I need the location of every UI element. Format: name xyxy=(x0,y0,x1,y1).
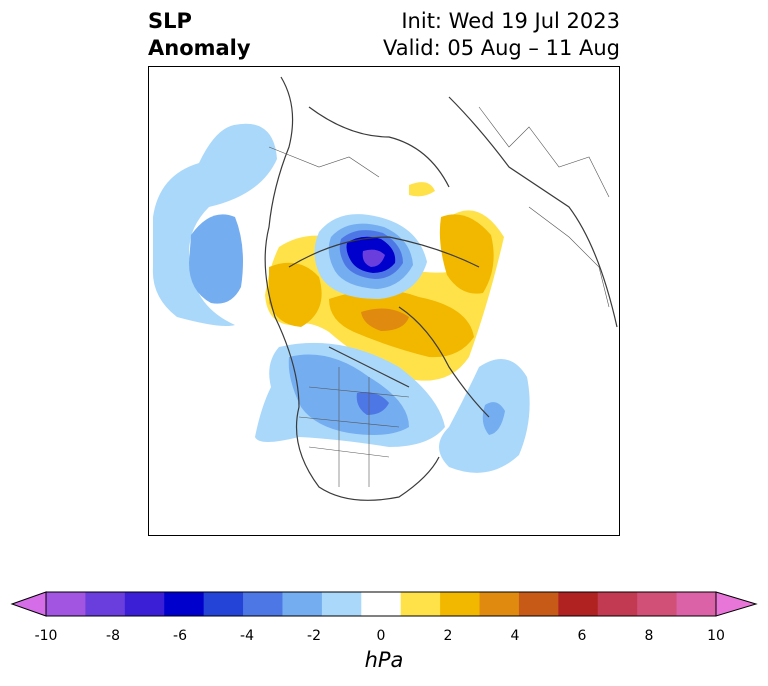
valid-range: Valid: 05 Aug – 11 Aug xyxy=(382,36,620,60)
map-panel xyxy=(148,66,620,536)
colorbar-segment xyxy=(282,592,323,616)
colorbar-tick-label: -2 xyxy=(307,628,321,644)
colorbar-tick-label: 2 xyxy=(443,628,453,644)
pacific-low-anomaly xyxy=(152,123,277,326)
colorbar-tick-label: 10 xyxy=(707,628,725,644)
title-right: Init: Wed 19 Jul 2023 Valid: 05 Aug – 11… xyxy=(383,8,620,62)
colorbar-extend-high xyxy=(715,591,758,617)
title-type: Anomaly xyxy=(148,36,251,60)
colorbar-segment xyxy=(46,592,86,616)
colorbar-segment xyxy=(597,592,638,616)
arctic-low-anomaly xyxy=(314,214,427,299)
country-borders xyxy=(268,106,610,487)
colorbar-segment xyxy=(400,592,441,616)
colorbar-segment xyxy=(85,592,126,616)
colorbar-tick-label: -8 xyxy=(106,628,120,644)
colorbar-unit: hPa xyxy=(364,648,404,672)
colorbar-outline xyxy=(45,591,717,617)
colorbar-tick-label: 4 xyxy=(510,628,520,644)
colorbar-segment xyxy=(637,592,678,616)
colorbar-segment xyxy=(243,592,283,616)
north-america-low-anomaly xyxy=(255,342,445,447)
colorbar-tick-label: 6 xyxy=(577,628,587,644)
colorbar-extend-low xyxy=(10,591,47,617)
title-variable: SLP xyxy=(148,9,192,33)
title-left: SLP Anomaly xyxy=(148,8,251,62)
colorbar-segment xyxy=(321,592,362,616)
colorbar-segment xyxy=(440,592,481,616)
colorbar-segment xyxy=(124,592,165,616)
init-date: Init: Wed 19 Jul 2023 xyxy=(401,9,620,33)
colorbar-tick-label: 0 xyxy=(376,628,386,644)
colorbar-segment xyxy=(361,592,402,616)
colorbar xyxy=(10,591,758,617)
colorbar-segment xyxy=(164,592,205,616)
colorbar-segment xyxy=(479,592,520,616)
colorbar-segment xyxy=(518,592,559,616)
colorbar-tick-label: -4 xyxy=(240,628,254,644)
colorbar-segment xyxy=(676,592,717,616)
coastlines xyxy=(264,76,618,501)
colorbar-tick-label: -6 xyxy=(173,628,187,644)
colorbar-segment xyxy=(203,592,244,616)
anomaly-map xyxy=(152,76,618,501)
colorbar-segments xyxy=(10,591,758,617)
colorbar-segment xyxy=(558,592,599,616)
atlantic-low-anomaly xyxy=(439,359,530,473)
colorbar-tick-label: 8 xyxy=(644,628,654,644)
colorbar-tick-label: -10 xyxy=(34,628,58,644)
